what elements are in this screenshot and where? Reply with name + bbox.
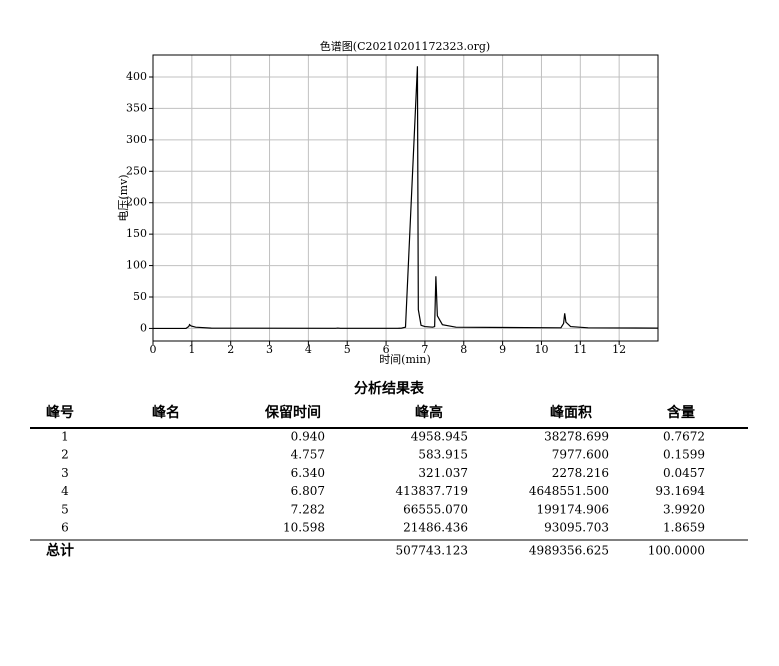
x-tick-label: 5 [344, 343, 351, 356]
y-tick-label: 50 [133, 290, 147, 303]
x-axis-label: 时间(min) [379, 353, 431, 366]
table-cell: 6 [61, 521, 69, 535]
table-cell: 7977.600 [552, 448, 609, 462]
table-cell: 0.7672 [663, 430, 705, 444]
table-cell: 1 [61, 430, 69, 444]
y-tick-label: 300 [126, 133, 147, 146]
y-tick-label: 0 [140, 321, 147, 334]
table-cell: 6.340 [291, 466, 325, 480]
x-tick-label: 6 [383, 343, 390, 356]
table-cell: 3.9920 [663, 502, 705, 516]
x-tick-label: 2 [227, 343, 234, 356]
plot-frame [152, 54, 659, 342]
table-cell: 5 [61, 502, 69, 516]
table-cell: 38278.699 [544, 430, 609, 444]
table-cell: 583.915 [418, 448, 468, 462]
table-title: 分析结果表 [354, 380, 425, 397]
total-cell: 507743.123 [395, 544, 468, 558]
table-cell: 93095.703 [544, 521, 609, 535]
table-header: 保留时间 [264, 404, 321, 421]
x-tick-label: 8 [460, 343, 467, 356]
table-cell: 4.757 [291, 448, 325, 462]
x-tick-label: 12 [612, 343, 626, 356]
table-cell: 199174.906 [536, 502, 609, 516]
x-tick-label: 11 [573, 343, 587, 356]
table-cell: 66555.070 [403, 502, 468, 516]
chart-title: 色谱图(C20210201172323.org) [320, 39, 490, 53]
table-header: 峰高 [415, 404, 443, 421]
table-cell: 0.1599 [663, 448, 705, 462]
total-cell: 100.0000 [648, 544, 705, 558]
table-cell: 0.0457 [663, 466, 705, 480]
table-cell: 4648551.500 [529, 484, 609, 498]
y-tick-label: 150 [126, 227, 147, 240]
table-cell: 6.807 [291, 484, 325, 498]
x-tick-label: 3 [266, 343, 273, 356]
table-cell: 321.037 [418, 466, 468, 480]
table-header: 峰号 [46, 404, 74, 421]
x-tick-label: 7 [421, 343, 428, 356]
y-tick-label: 400 [126, 70, 147, 83]
table-header: 含量 [667, 404, 695, 421]
y-tick-label: 200 [126, 196, 147, 209]
table-header: 峰面积 [550, 404, 592, 421]
y-axis-label: 电压(mv) [117, 174, 130, 221]
table-cell: 2 [61, 448, 69, 462]
y-tick-label: 100 [126, 259, 147, 272]
table-cell: 4958.945 [411, 430, 468, 444]
table-cell: 21486.436 [403, 521, 468, 535]
table-cell: 2278.216 [552, 466, 609, 480]
x-tick-label: 0 [150, 343, 157, 356]
table-header: 峰名 [152, 404, 180, 421]
x-tick-label: 9 [499, 343, 506, 356]
chromatogram-line [153, 66, 659, 330]
table-cell: 413837.719 [395, 484, 468, 498]
table-cell: 7.282 [291, 502, 325, 516]
total-cell: 4989356.625 [529, 544, 609, 558]
table-cell: 1.8659 [663, 521, 705, 535]
table-cell: 3 [61, 466, 69, 480]
table-cell: 4 [61, 484, 69, 498]
y-tick-label: 250 [126, 164, 147, 177]
table-cell: 10.598 [283, 521, 325, 535]
table-cell: 93.1694 [655, 484, 705, 498]
x-tick-label: 10 [534, 343, 548, 356]
x-tick-label: 1 [188, 343, 195, 356]
total-label: 总计 [46, 542, 74, 559]
x-tick-label: 4 [305, 343, 312, 356]
y-tick-label: 350 [126, 101, 147, 114]
table-cell: 0.940 [291, 430, 325, 444]
